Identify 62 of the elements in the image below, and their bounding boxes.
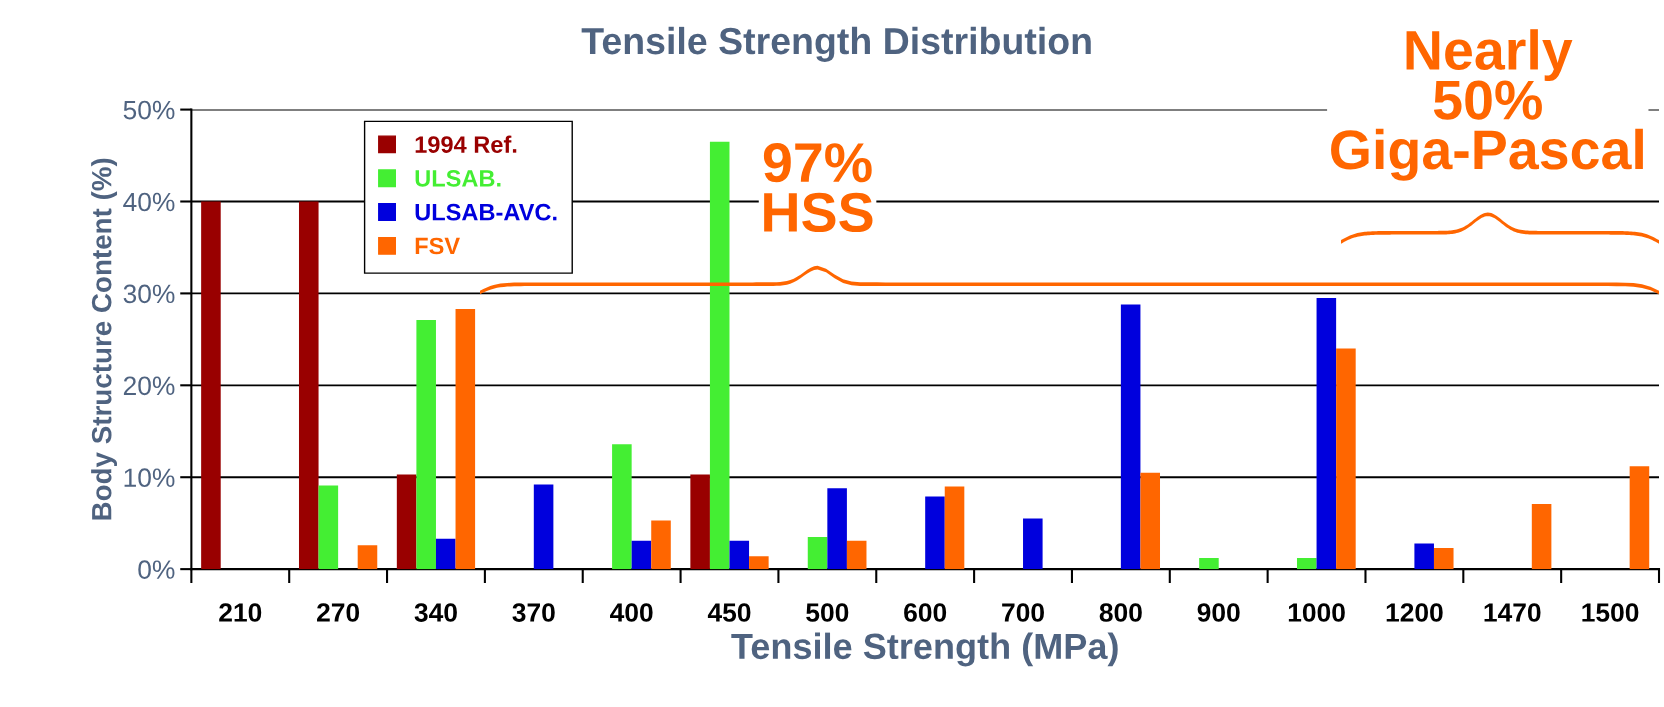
y-tick-label: 50% <box>123 100 175 120</box>
legend-label: ULSAB-AVC. <box>415 203 557 221</box>
chart-title: Tensile Strength Distribution <box>581 26 1091 62</box>
x-tick-label: 1470 <box>1484 603 1541 622</box>
y-tick-label: 30% <box>123 284 175 304</box>
x-tick-label: 210 <box>219 603 262 622</box>
bar <box>1199 558 1219 570</box>
bar <box>1140 472 1161 570</box>
bar <box>455 309 476 570</box>
bar <box>807 536 828 570</box>
legend-label: ULSAB. <box>415 170 501 187</box>
annotation: Nearly 50% Giga-Pascal <box>1331 29 1643 181</box>
bar <box>1433 548 1454 570</box>
bar <box>729 540 750 570</box>
bar <box>944 486 965 570</box>
bar <box>201 201 221 570</box>
bar <box>1414 543 1434 570</box>
legend-label: 1994 Ref. <box>415 135 517 153</box>
bar <box>298 201 319 570</box>
bar <box>1531 503 1552 570</box>
bar <box>1316 298 1337 570</box>
bar <box>1120 304 1141 570</box>
annotation: 97% HSS <box>763 142 873 233</box>
bar <box>396 474 417 570</box>
bar <box>416 320 436 570</box>
bar <box>709 141 730 570</box>
x-tick-label: 400 <box>610 603 653 622</box>
bar <box>318 485 339 570</box>
x-tick-label: 1200 <box>1386 603 1443 622</box>
bar <box>631 540 652 570</box>
bar <box>357 545 378 570</box>
x-tick-label: 370 <box>512 603 555 622</box>
bar <box>1296 558 1317 570</box>
y-tick-label: 20% <box>123 376 175 396</box>
bar <box>1023 518 1043 570</box>
legend-label: FSV <box>415 237 460 255</box>
y-tick-label: 10% <box>124 468 175 488</box>
bar <box>690 474 710 570</box>
x-tick-label: 800 <box>1099 603 1142 622</box>
x-tick-label: 900 <box>1197 603 1240 622</box>
bar <box>533 484 554 570</box>
bar <box>651 520 671 570</box>
x-tick-label: 270 <box>317 603 360 622</box>
x-tick-label: 340 <box>414 603 457 622</box>
bar <box>435 538 456 570</box>
y-axis-title: Body Structure Content (%) <box>91 158 118 520</box>
y-tick-label: 40% <box>123 192 175 212</box>
x-tick-label: 1500 <box>1582 603 1639 622</box>
bar <box>925 496 945 570</box>
bar <box>612 444 632 570</box>
bar <box>827 488 847 570</box>
x-axis-title: Tensile Strength (MPa) <box>731 632 1118 667</box>
y-tick-label: 0% <box>138 560 175 579</box>
bar <box>1629 466 1650 570</box>
x-tick-label: 700 <box>1002 603 1044 622</box>
bar <box>846 540 867 570</box>
x-tick-label: 600 <box>904 603 947 622</box>
x-tick-label: 1000 <box>1288 603 1345 622</box>
x-tick-label: 450 <box>707 603 751 622</box>
bar <box>1336 348 1356 570</box>
x-tick-label: 500 <box>806 603 849 622</box>
bar <box>749 556 769 570</box>
